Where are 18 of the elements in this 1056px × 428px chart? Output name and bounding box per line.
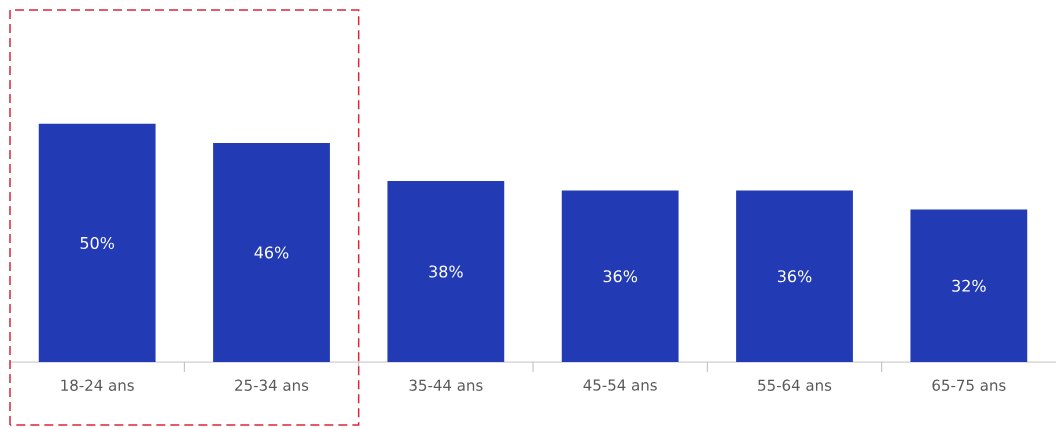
x-tick-label: 35-44 ans — [409, 379, 483, 391]
bar — [561, 190, 679, 362]
x-tick-label: 55-64 ans — [758, 379, 832, 391]
data-label: 36% — [777, 270, 812, 283]
bar — [387, 181, 505, 362]
data-label: 46% — [254, 246, 289, 259]
data-label: 38% — [429, 265, 463, 278]
x-tick-label: 18-24 ans — [61, 379, 134, 391]
x-tick-label: 65-75 ans — [932, 379, 1006, 391]
data-label: 32% — [952, 279, 986, 292]
data-label: 36% — [603, 270, 638, 283]
data-label: 50% — [80, 236, 115, 249]
bar — [910, 209, 1028, 362]
bar — [213, 142, 330, 362]
x-tick-label: 45-54 ans — [583, 379, 657, 391]
x-tick-label: 25-34 ans — [235, 379, 309, 391]
bar — [38, 123, 156, 362]
bar — [736, 190, 853, 362]
